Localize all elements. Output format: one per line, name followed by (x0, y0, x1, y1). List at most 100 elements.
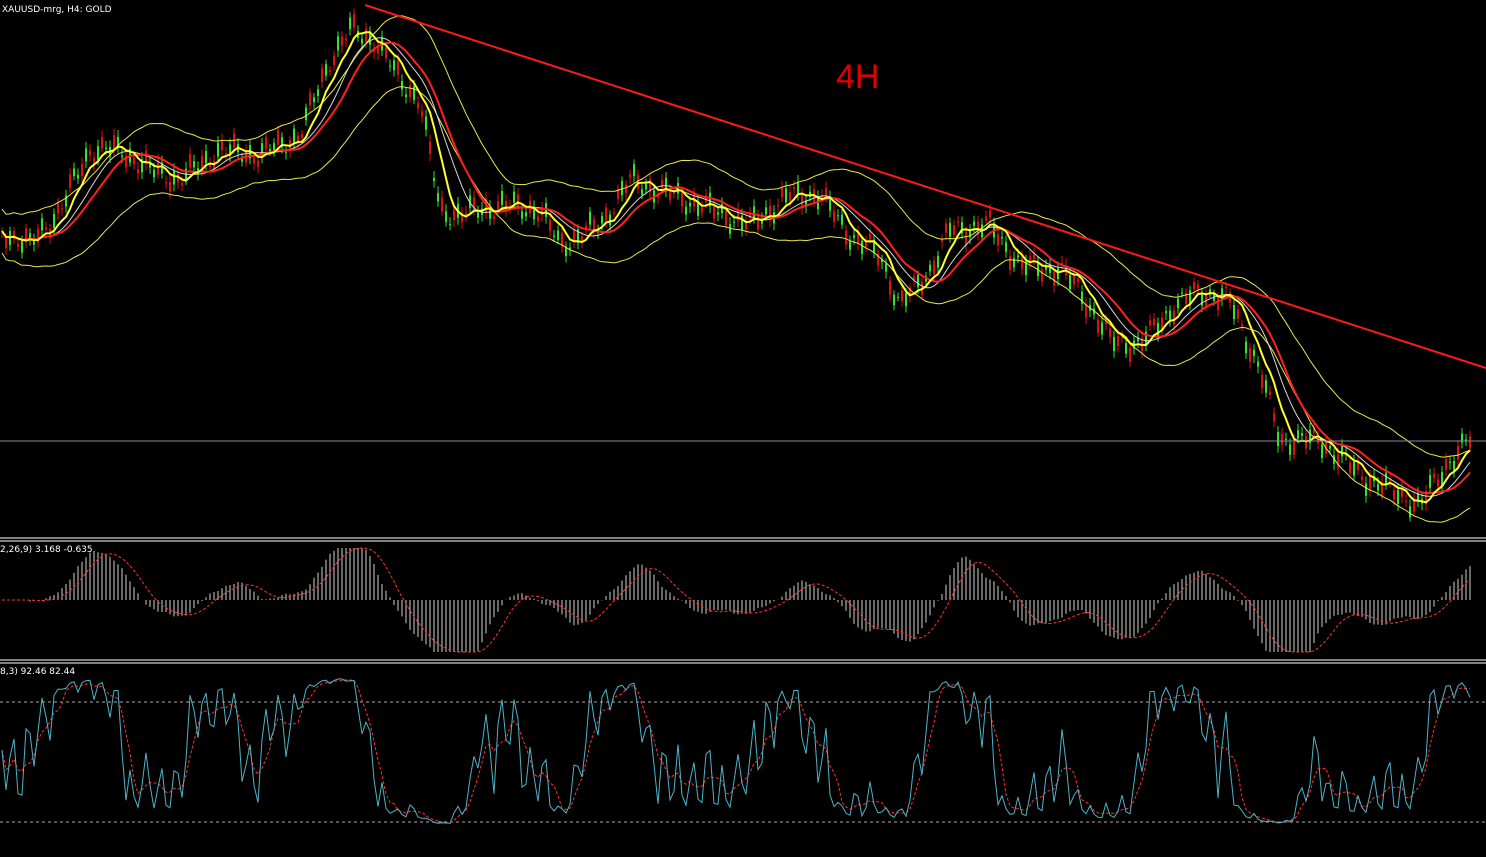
candle-body (669, 190, 671, 201)
candle-body (601, 215, 603, 224)
candle-body (609, 214, 611, 226)
candle-body (361, 38, 363, 44)
timeframe-annotation: 4H (836, 58, 879, 96)
candle-body (1297, 430, 1299, 439)
candle-body (1177, 298, 1179, 309)
candle-body (1033, 254, 1035, 259)
candle-body (877, 253, 879, 266)
candle-body (973, 221, 975, 226)
candle-body (841, 214, 843, 225)
candle-body (1317, 437, 1319, 444)
candle-body (941, 239, 943, 242)
candle-body (325, 64, 327, 76)
candle-body (741, 215, 743, 230)
candle-body (1045, 266, 1047, 270)
candle-body (413, 86, 415, 100)
candle-body (1009, 256, 1011, 271)
candle-body (1265, 380, 1267, 393)
candle-body (689, 202, 691, 207)
stochastic-label: 8,3) 92.46 82.44 (0, 667, 75, 677)
candle-body (577, 229, 579, 243)
candle-body (761, 219, 763, 224)
candle-body (801, 194, 803, 208)
candle-body (933, 260, 935, 275)
candle-body (629, 174, 631, 178)
candle-body (1449, 461, 1451, 463)
candle-body (293, 128, 295, 143)
candle-body (221, 139, 223, 151)
macd-signal (2, 547, 1471, 653)
candle-body (37, 228, 39, 243)
candle-body (53, 213, 55, 228)
candle-body (905, 292, 907, 307)
candle-body (281, 137, 283, 147)
candle-body (817, 196, 819, 210)
candle-body (829, 196, 831, 211)
candle-body (1285, 438, 1287, 440)
candle-body (429, 141, 431, 154)
candle-body (1293, 440, 1295, 455)
trend-line (364, 4, 1486, 369)
candle-body (1109, 328, 1111, 337)
candle-body (21, 240, 23, 253)
candle-body (1057, 268, 1059, 280)
candle-body (849, 241, 851, 250)
candle-body (309, 92, 311, 106)
candle-body (1205, 292, 1207, 306)
candle-body (1093, 308, 1095, 315)
candle-body (701, 207, 703, 213)
candle-body (1157, 323, 1159, 337)
candle-body (545, 203, 547, 217)
candle-body (825, 188, 827, 196)
candle-body (917, 274, 919, 288)
candle-body (1369, 476, 1371, 490)
candle-body (225, 153, 227, 155)
candle-body (1257, 361, 1259, 367)
candle-body (1425, 491, 1427, 505)
candle-body (937, 255, 939, 268)
candle-body (797, 181, 799, 194)
candle-body (1013, 258, 1015, 268)
candle-body (1237, 309, 1239, 319)
candle-body (1005, 242, 1007, 252)
candle-body (697, 202, 699, 216)
candle-body (125, 155, 127, 168)
candle-body (537, 216, 539, 221)
candle-body (341, 36, 343, 46)
candle-body (1313, 426, 1315, 433)
candle-body (1273, 413, 1275, 422)
candle-body (569, 247, 571, 250)
candle-body (777, 205, 779, 207)
candle-body (1097, 319, 1099, 333)
candle-body (477, 212, 479, 218)
candle-body (745, 221, 747, 230)
candle-body (217, 142, 219, 157)
candle-body (1113, 336, 1115, 351)
candle-body (1121, 337, 1123, 339)
candle-body (881, 259, 883, 263)
candle-body (5, 237, 7, 249)
candle-body (69, 174, 71, 189)
candle-body (789, 192, 791, 202)
candle-body (557, 230, 559, 240)
candle-body (1129, 348, 1131, 362)
candle-body (517, 194, 519, 209)
candle-body (1233, 305, 1235, 320)
candle-body (997, 234, 999, 246)
fast-moving-average (1, 31, 1471, 504)
candle-body (505, 200, 507, 211)
candle-body (1225, 286, 1227, 288)
candle-body (321, 68, 323, 82)
candle-body (153, 169, 155, 178)
candle-body (1349, 462, 1351, 474)
stochastic-panel (1, 678, 1471, 824)
candle-body (641, 189, 643, 196)
candle-body (1153, 318, 1155, 326)
candle-body (1405, 500, 1407, 502)
candle-body (1017, 255, 1019, 258)
candle-body (677, 182, 679, 194)
candle-body (1377, 484, 1379, 491)
candle-body (305, 107, 307, 121)
